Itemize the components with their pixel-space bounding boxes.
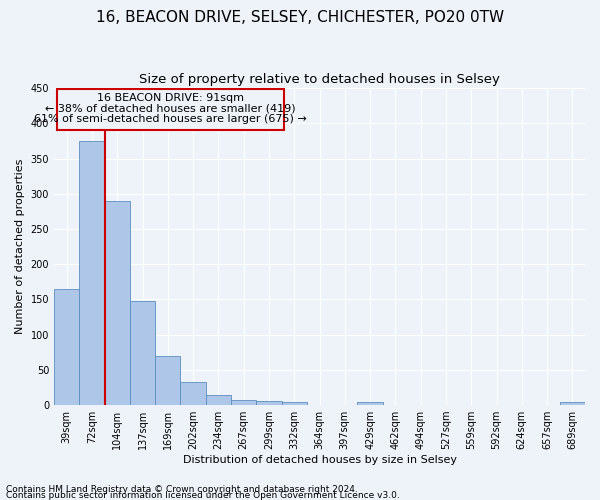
Bar [281,402,307,405]
Bar [358,402,383,405]
Bar [256,401,281,405]
Text: 61% of semi-detached houses are larger (675) →: 61% of semi-detached houses are larger (… [34,114,307,124]
Text: 16, BEACON DRIVE, SELSEY, CHICHESTER, PO20 0TW: 16, BEACON DRIVE, SELSEY, CHICHESTER, PO… [96,10,504,25]
Title: Size of property relative to detached houses in Selsey: Size of property relative to detached ho… [139,72,500,86]
X-axis label: Distribution of detached houses by size in Selsey: Distribution of detached houses by size … [182,455,457,465]
Text: ← 38% of detached houses are smaller (419): ← 38% of detached houses are smaller (41… [45,104,296,114]
Bar [155,356,181,405]
Bar [181,382,206,405]
Text: Contains HM Land Registry data © Crown copyright and database right 2024.: Contains HM Land Registry data © Crown c… [6,486,358,494]
FancyBboxPatch shape [56,89,284,130]
Text: 16 BEACON DRIVE: 91sqm: 16 BEACON DRIVE: 91sqm [97,93,244,103]
Y-axis label: Number of detached properties: Number of detached properties [15,159,25,334]
Bar [206,395,231,405]
Bar [130,301,155,405]
Bar [79,141,104,405]
Bar [560,402,585,405]
Bar [104,201,130,405]
Bar [54,289,79,405]
Text: Contains public sector information licensed under the Open Government Licence v3: Contains public sector information licen… [6,492,400,500]
Bar [231,400,256,405]
